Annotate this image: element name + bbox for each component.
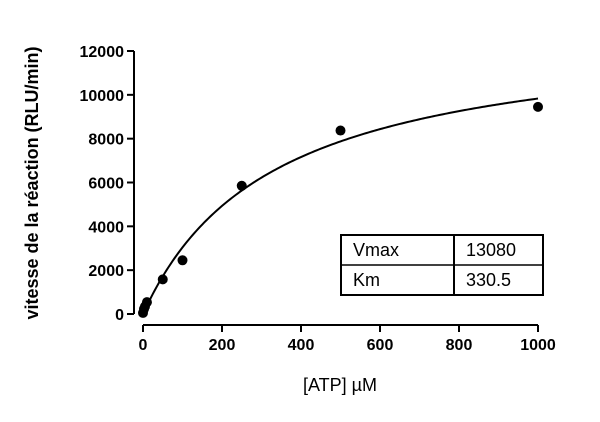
parameters-table: Vmax 13080 Km 330.5 [340,234,544,296]
y-tick-label: 0 [115,307,124,324]
y-tick-label: 12000 [80,44,125,61]
x-tick-label: 600 [367,337,394,354]
x-tick-label: 0 [139,337,148,354]
table-param-name: Km [353,270,380,290]
table-param-value: 13080 [466,240,516,260]
table-param-value: 330.5 [466,270,511,290]
y-axis-title: vitesse de la réaction (RLU/min) [22,46,42,319]
y-tick-label: 4000 [88,219,124,236]
data-point [236,180,247,191]
x-axis-title: [ATP] µM [303,375,377,395]
y-tick-label: 6000 [88,176,124,193]
y-tick-label: 2000 [88,263,124,280]
x-tick-label: 800 [446,337,473,354]
x-tick-label: 400 [288,337,315,354]
axes: 0 2000 4000 6000 8000 10000 12000 0 200 400 600 800… [80,44,556,354]
data-point [533,101,543,112]
x-tick-label: 1000 [520,337,556,354]
y-tick-label: 8000 [88,132,124,149]
data-point [141,297,152,308]
data-point [335,125,346,136]
fit-curve [142,97,539,315]
data-point [177,255,188,266]
fit-curve-group [142,97,539,315]
x-tick-label: 200 [209,337,236,354]
data-point [157,274,168,285]
y-tick-label: 10000 [80,88,125,105]
table-param-name: Vmax [353,240,399,260]
data-points [138,101,543,318]
